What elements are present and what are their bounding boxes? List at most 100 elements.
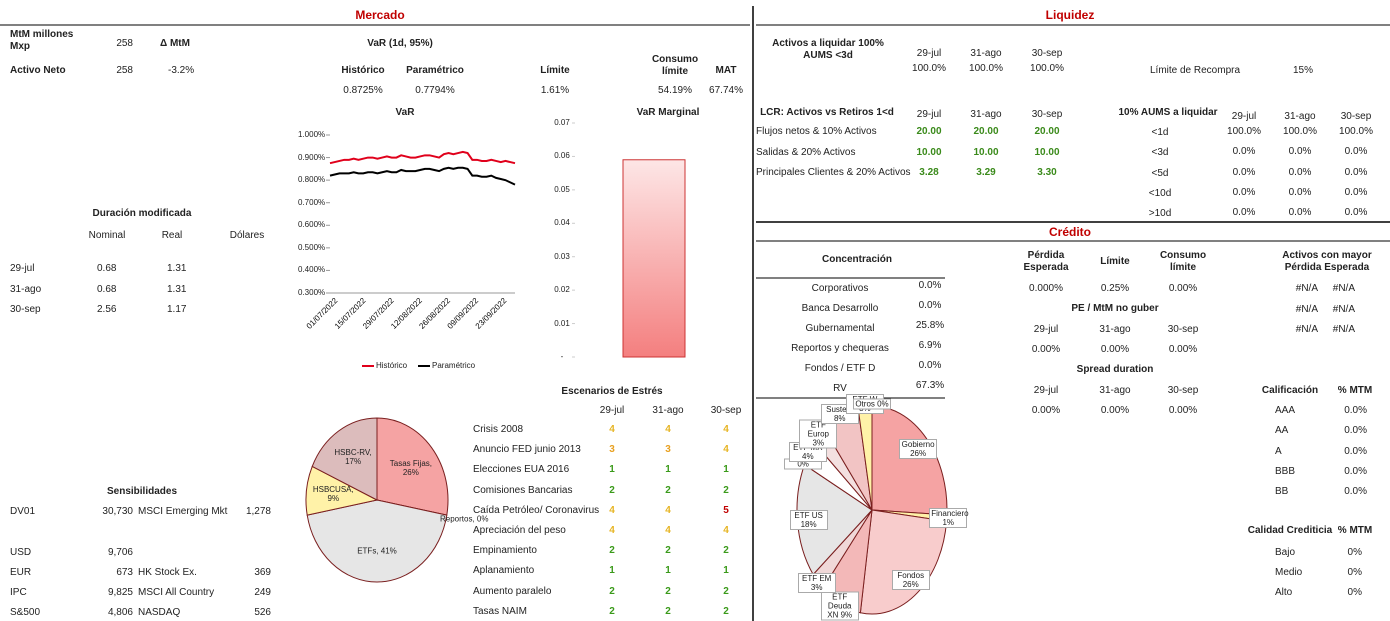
text-cell: 10.00	[973, 146, 999, 158]
text-cell: 1.61%	[540, 85, 570, 96]
label: Activo Neto	[10, 65, 66, 76]
header: % MTM	[1337, 525, 1373, 536]
text-cell: #N/A	[1332, 324, 1355, 335]
text-cell: NASDAQ	[138, 607, 181, 618]
text-cell: Medio	[1275, 567, 1303, 578]
text-cell: 0.00%	[1168, 405, 1198, 416]
text-cell: 0.68	[97, 263, 117, 274]
bar	[622, 159, 686, 358]
y-tick-label: 0.900%	[298, 152, 326, 162]
text-cell: 31-ago	[10, 283, 42, 295]
text-cell: Alto	[1275, 587, 1293, 598]
slice-label: ETF Europ 3%	[799, 419, 838, 449]
text-cell: 31-ago	[1099, 385, 1131, 396]
table-title: Concentración	[821, 254, 893, 265]
text-cell: Fondos / ETF D	[804, 363, 876, 374]
text-cell: Elecciones EUA 2016	[473, 464, 570, 476]
pie-slice	[871, 405, 948, 516]
text-cell: Gubernamental	[805, 323, 875, 334]
text-cell: 0.0%	[1232, 207, 1256, 219]
slice-label: Otros 0%	[853, 398, 891, 410]
slice-label: ETFs, 41%	[357, 546, 397, 556]
stress-level: 1	[609, 565, 615, 577]
text-cell: 258	[116, 65, 133, 76]
y-tick-label: 1.000%	[298, 130, 326, 139]
text-cell: 29-jul	[10, 263, 35, 274]
header: Calificación	[1261, 385, 1319, 396]
section-title: Mercado	[355, 8, 405, 22]
text-cell: Crisis 2008	[473, 424, 524, 435]
text-cell: >10d	[1148, 208, 1172, 220]
table-title: Duración modificada	[92, 208, 192, 219]
text-cell: 0.0%	[1344, 445, 1367, 457]
text-cell: Anuncio FED junio 2013	[473, 444, 581, 456]
text-cell: 100.0%	[969, 63, 1003, 74]
text-cell: BBB	[1275, 465, 1296, 477]
stress-level: 4	[609, 424, 615, 435]
table-title: VaR (1d, 95%)	[367, 38, 433, 49]
text-cell: 0.25%	[1100, 283, 1130, 294]
legend-label: Histórico	[376, 361, 408, 370]
label: Activos a liquidar 100% AUMS <3d	[772, 38, 884, 61]
chart-title: VaR Marginal	[636, 107, 700, 118]
header: 29-jul	[599, 405, 625, 416]
slice-label: Financiero 1%	[929, 508, 969, 529]
chart-title: VaR	[395, 107, 415, 118]
text-cell: #N/A	[1295, 283, 1318, 294]
text-cell: Apreciación del peso	[473, 525, 566, 536]
header: Pérdida Esperada	[1023, 250, 1069, 273]
text-cell: 3.28	[919, 167, 939, 178]
slice-label: Fondos 26%	[891, 570, 930, 591]
header: Real	[161, 230, 183, 241]
text-cell: 2.56	[97, 304, 117, 315]
text-cell: #N/A	[1295, 303, 1318, 315]
text-cell: 0.0%	[1344, 405, 1367, 416]
y-tick-label: 0.700%	[298, 197, 326, 207]
text-cell: #N/A	[1295, 324, 1318, 335]
slice-label: HSBCUSA, 9%	[312, 485, 354, 503]
y-tick-label: 0.800%	[298, 175, 326, 185]
slice-label: ETF Deuda XN 9%	[820, 591, 859, 621]
text-cell: 29-jul	[1033, 324, 1059, 335]
section-title: Crédito	[1049, 225, 1091, 239]
text-cell: 4,806	[107, 607, 133, 618]
text-cell: MSCI All Country	[138, 587, 215, 598]
text-cell: 54.19%	[658, 85, 692, 96]
table-title: Activos con mayor Pérdida Esperada	[1282, 250, 1372, 273]
pie-slice	[376, 417, 449, 516]
text-cell: 673	[116, 567, 133, 578]
text-cell: A	[1275, 445, 1282, 457]
header: Dólares	[229, 230, 265, 241]
text-cell: MSCI Emerging Mkt	[138, 506, 228, 517]
text-cell: 30-sep	[1167, 324, 1199, 335]
text-cell: 67.74%	[709, 85, 743, 96]
label: MtM millones Mxp	[10, 29, 74, 52]
text-cell: 10.00	[1034, 146, 1060, 158]
text-cell: 0.000%	[1029, 283, 1063, 294]
text-cell: HK Stock Ex.	[138, 567, 197, 578]
text-cell: Aplanamiento	[473, 565, 535, 577]
stress-level: 2	[665, 545, 671, 557]
y-tick-label: 0.03	[554, 251, 570, 261]
header: MAT	[715, 65, 737, 76]
header: Paramétrico	[406, 65, 464, 76]
slice-label: ETF US 18%	[789, 509, 828, 530]
text-cell: 10.00	[916, 146, 942, 158]
text-cell: <10d	[1148, 187, 1172, 199]
text-cell: BB	[1275, 486, 1289, 498]
stress-level: 2	[609, 585, 615, 597]
text-cell: 258	[116, 38, 133, 49]
header: 29-jul	[916, 109, 942, 120]
stress-level: 1	[665, 464, 671, 476]
text-cell: 0.0%	[1344, 186, 1368, 198]
header: Histórico	[341, 65, 385, 76]
pie-slice	[306, 499, 448, 583]
text-cell: 29-jul	[1033, 385, 1059, 396]
text-cell: 249	[254, 587, 271, 598]
text-cell: AAA	[1275, 405, 1296, 416]
stress-level: 4	[665, 504, 671, 516]
text-cell: 20.00	[916, 126, 942, 137]
x-tick-label: 23/09/2022	[474, 296, 509, 331]
line-series	[329, 150, 516, 165]
